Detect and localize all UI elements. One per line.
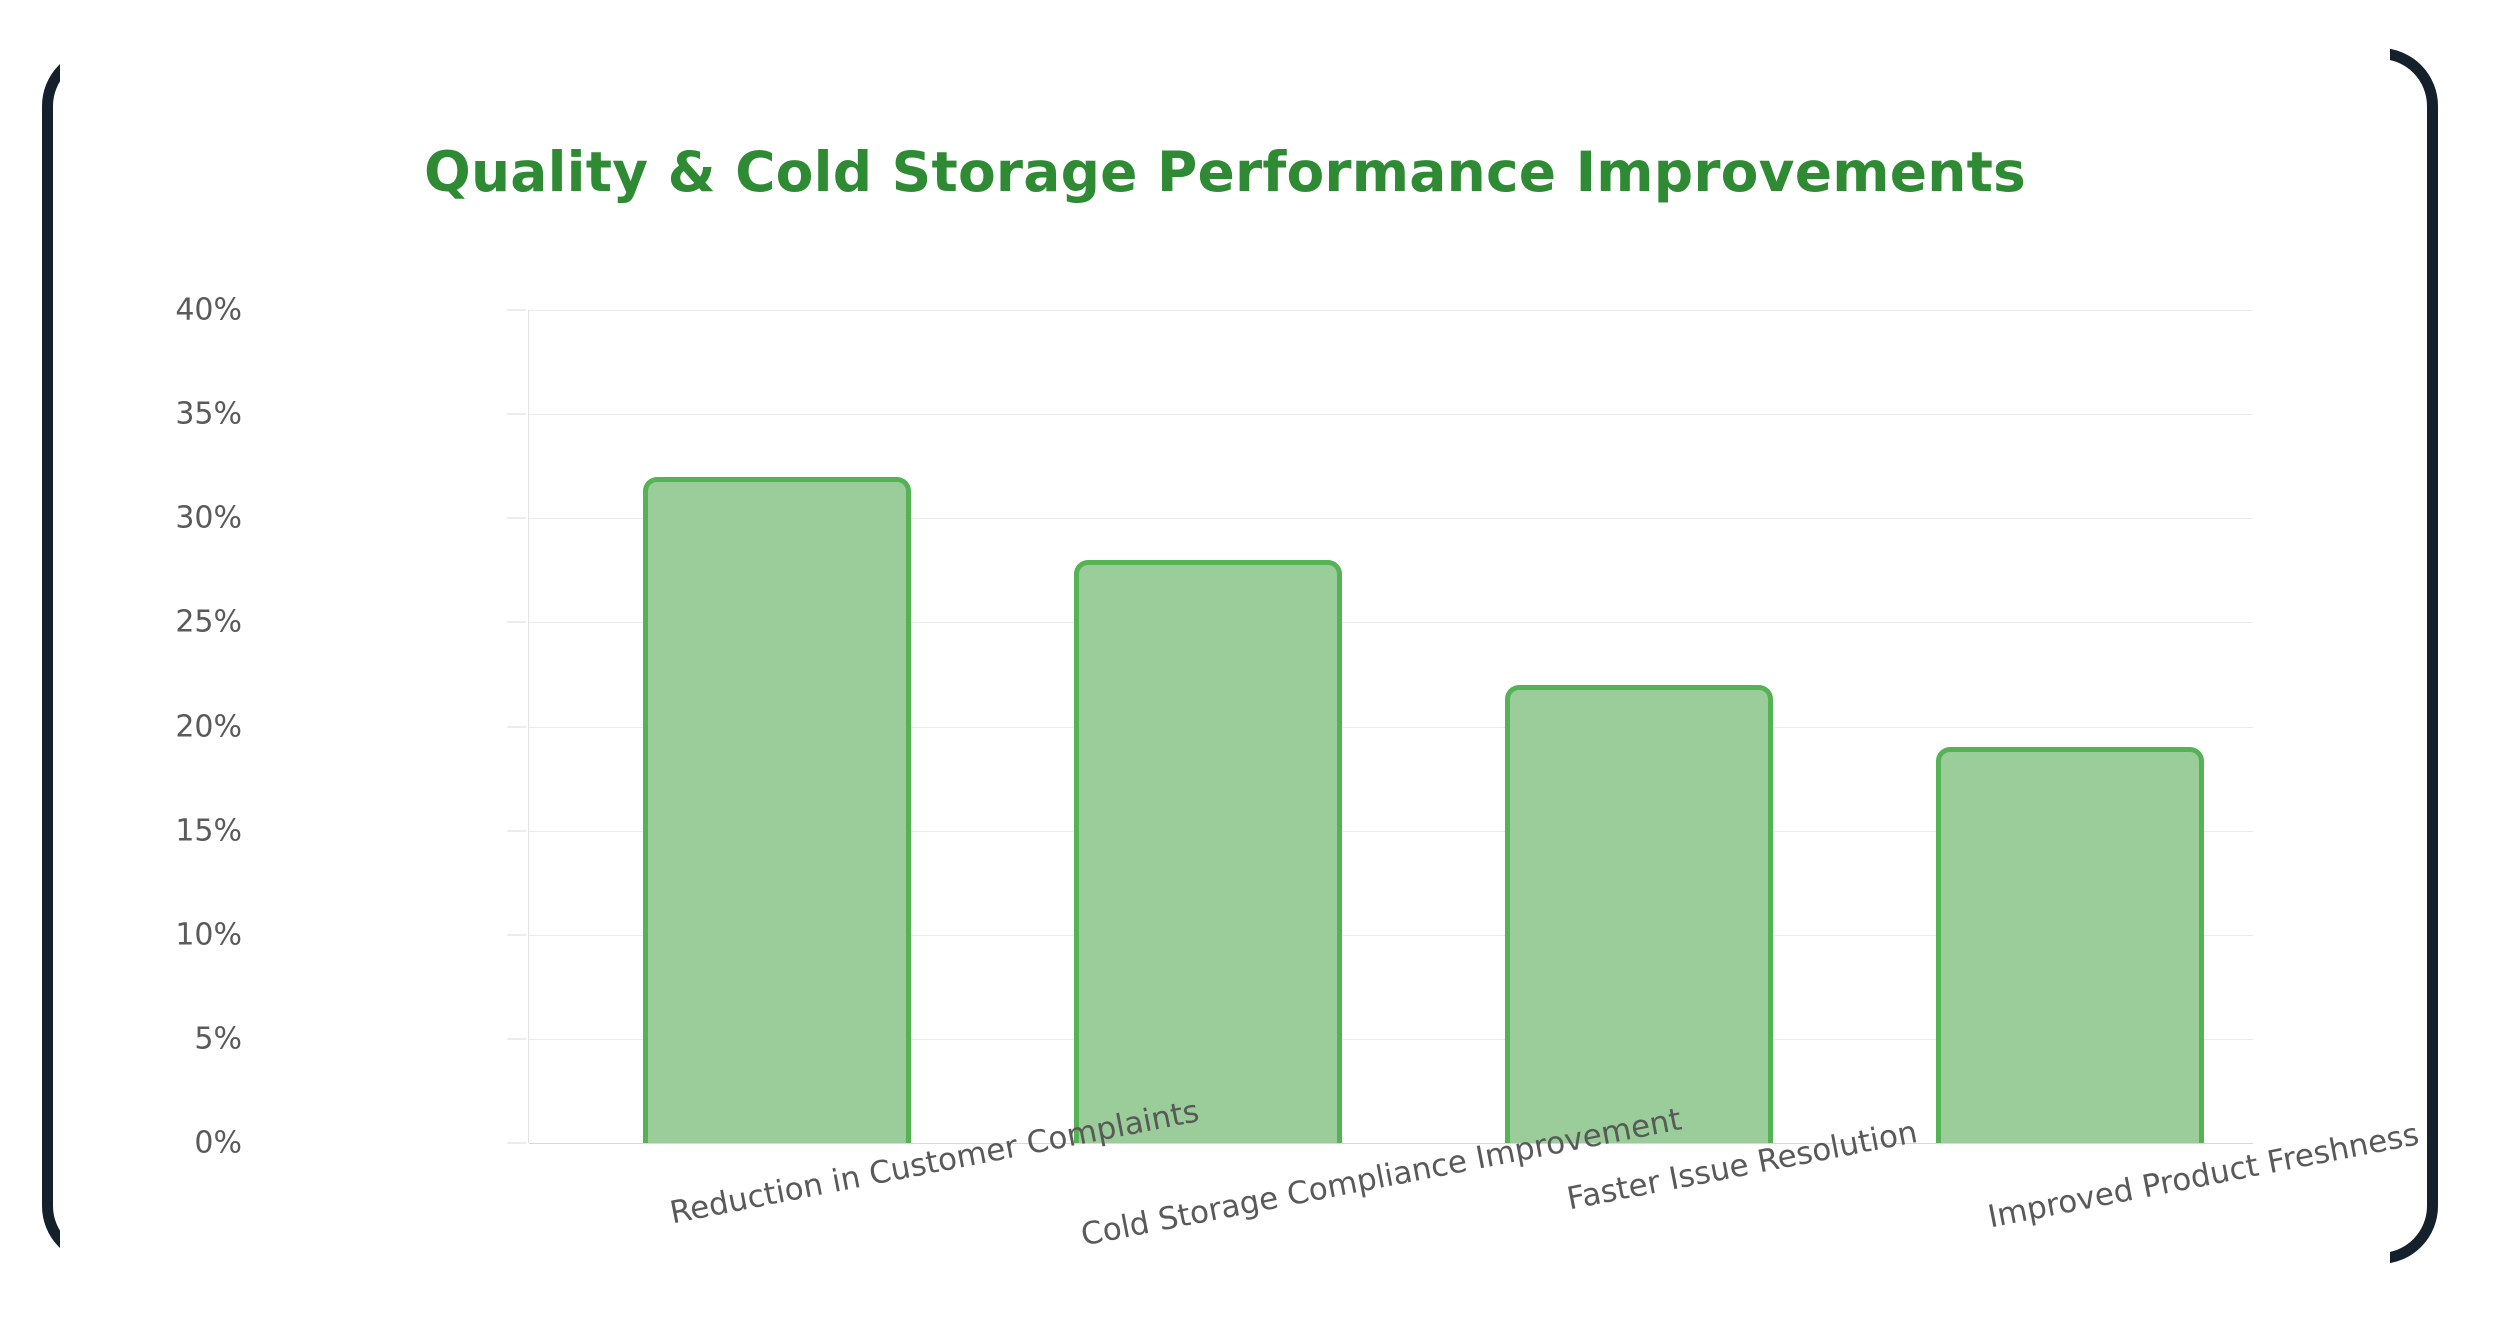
y-tick-label-25%: 25% (175, 604, 242, 640)
y-axis-line (528, 310, 529, 1143)
gridline-40% (529, 310, 2253, 311)
y-tick-label-5%: 5% (194, 1021, 242, 1057)
y-tick-mark-40% (507, 309, 526, 311)
gridline-30% (529, 518, 2253, 520)
y-tick-mark-30% (507, 517, 526, 519)
y-tick-mark-5% (507, 1038, 526, 1040)
y-tick-mark-15% (507, 830, 526, 832)
chart-title: Quality & Cold Storage Performance Impro… (423, 140, 2026, 204)
bar-3[interactable] (1935, 747, 2204, 1143)
bar-0[interactable] (642, 476, 911, 1143)
y-tick-mark-0% (507, 1142, 526, 1144)
bar-2[interactable] (1504, 684, 1773, 1143)
y-tick-label-0%: 0% (194, 1125, 242, 1161)
gridline-35% (529, 414, 2253, 416)
y-tick-mark-25% (507, 621, 526, 623)
gridline-20% (529, 726, 2253, 728)
y-tick-label-40%: 40% (175, 292, 242, 328)
bar-1[interactable] (1073, 559, 1342, 1143)
y-tick-mark-35% (507, 413, 526, 415)
y-tick-label-30%: 30% (175, 500, 242, 536)
y-tick-mark-10% (507, 934, 526, 936)
y-tick-label-35%: 35% (175, 396, 242, 432)
gridline-10% (529, 934, 2253, 936)
y-tick-mark-20% (507, 726, 526, 727)
gridline-0% (529, 1143, 2253, 1144)
y-tick-label-10%: 10% (175, 917, 242, 953)
gridline-5% (529, 1038, 2253, 1040)
y-tick-label-15%: 15% (175, 813, 242, 849)
plot-area (528, 310, 2253, 1144)
y-tick-label-20%: 20% (175, 709, 242, 744)
gridline-15% (529, 830, 2253, 832)
gridline-25% (529, 622, 2253, 624)
